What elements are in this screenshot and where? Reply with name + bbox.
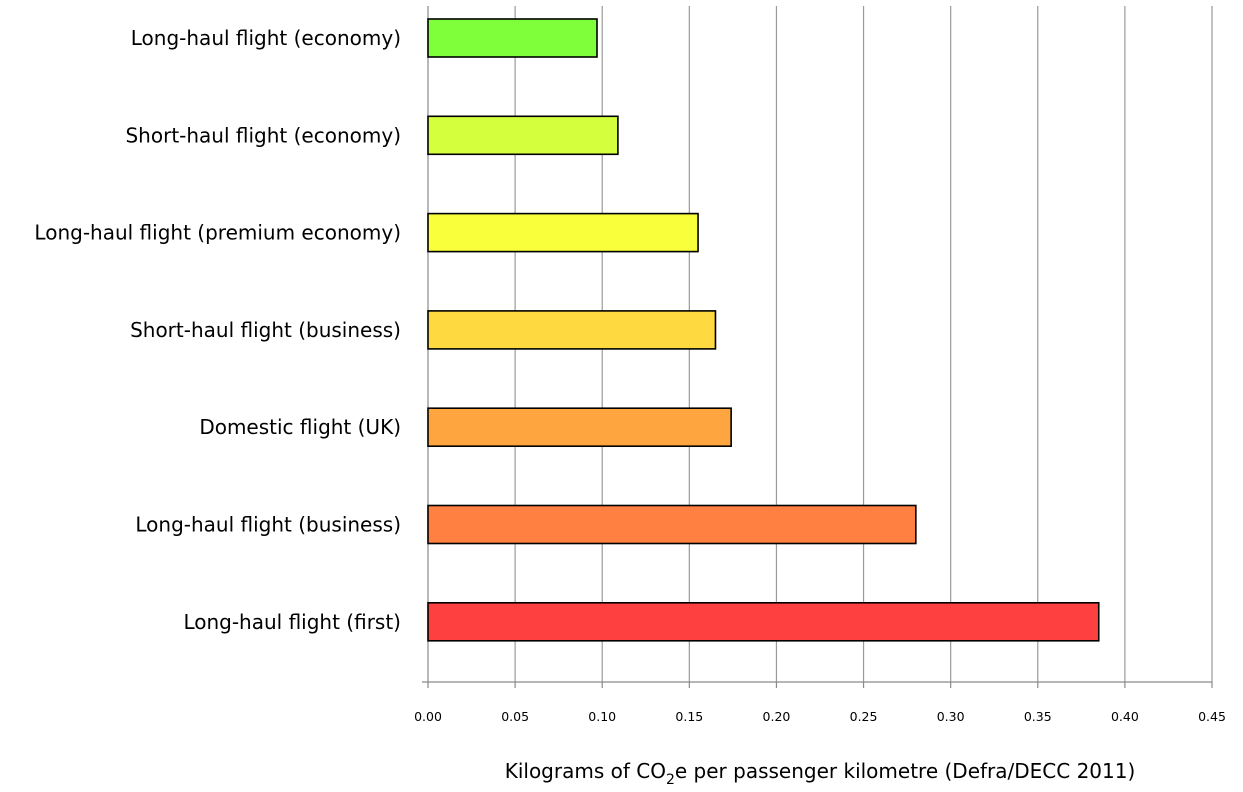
category-label: Short-haul flight (business) [130,318,401,342]
category-label: Long-haul flight (premium economy) [34,221,401,245]
bar [427,212,699,253]
x-axis-title-prefix: Kilograms of CO [505,759,666,783]
category-label: Short-haul flight (economy) [125,123,401,147]
bar [427,310,717,350]
x-tick-label: 0.35 [1024,709,1052,724]
x-tick-label: 0.20 [763,709,791,724]
bar [427,601,1100,642]
category-label: Long-haul flight (first) [183,610,401,634]
bar [427,407,732,448]
category-label: Domestic flight (UK) [199,415,401,439]
x-tick-label: 0.00 [414,709,442,724]
x-tick-label: 0.30 [937,709,965,724]
bar [427,115,619,156]
x-tick-labels: 0.00 0.05 0.10 0.15 0.20 0.25 0.30 0.35 0.40 0.45 [414,709,1226,724]
x-tick-label: 0.25 [850,709,878,724]
bar [427,18,598,58]
x-tick-label: 0.45 [1198,709,1226,724]
category-label: Long-haul flight (economy) [131,26,401,50]
x-tick-label: 0.05 [501,709,529,724]
x-axis-title-subscript: 2 [666,772,675,788]
category-labels: Long-haul flight (economy) Short-haul fli… [34,26,401,634]
x-tick-label: 0.15 [675,709,703,724]
category-label: Long-haul flight (business) [135,513,401,537]
x-tick-label: 0.10 [588,709,616,724]
x-tick-label: 0.40 [1111,709,1139,724]
x-axis-title-suffix: e per passenger kilometre (Defra/DECC 20… [675,759,1135,783]
bar [427,504,917,545]
x-axis-title: Kilograms of CO2e per passenger kilometr… [505,759,1136,788]
bars [427,18,1100,642]
